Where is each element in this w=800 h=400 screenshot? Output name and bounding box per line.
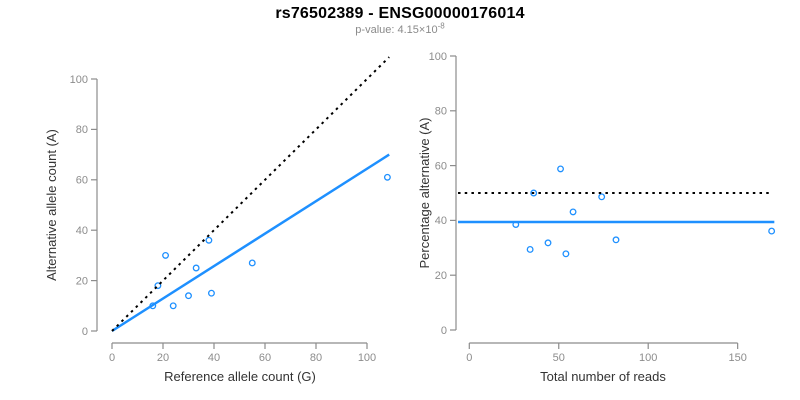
y-tick-label: 60 xyxy=(435,160,447,172)
fit-line xyxy=(111,153,390,333)
data-point xyxy=(205,236,213,244)
x-tick-label: 80 xyxy=(310,352,322,364)
pvalue-text: p-value: 4.15×10 xyxy=(355,24,438,36)
y-tick-label: 100 xyxy=(429,51,447,63)
data-point xyxy=(383,173,391,181)
y-tick-label: 40 xyxy=(435,215,447,227)
figure-title: rs76502389 - ENSG00000176014 xyxy=(275,5,525,22)
y-axis-label: Percentage alternative (A) xyxy=(417,117,432,268)
x-tick-label: 100 xyxy=(639,352,657,364)
data-point xyxy=(557,165,564,173)
data-point xyxy=(562,250,570,258)
data-point xyxy=(169,302,177,310)
panel-left: 0 20 40 60 80 100 0 20 40 60 80 100 Reference allele… xyxy=(44,56,391,384)
x-tick-label: 0 xyxy=(109,352,115,364)
data-point xyxy=(192,264,200,272)
x-tick-label: 150 xyxy=(728,352,746,364)
figure-subtitle: p-value: 4.15×10-8 xyxy=(0,21,800,36)
y-tick-label: 80 xyxy=(435,106,447,118)
y-tick-label: 20 xyxy=(76,275,88,287)
y-tick-label: 40 xyxy=(76,225,88,237)
data-point xyxy=(207,289,215,297)
y-tick-label: 100 xyxy=(70,74,88,86)
y-tick-label: 60 xyxy=(76,175,88,187)
x-axis-label: Reference allele count (G) xyxy=(164,369,316,384)
data-point xyxy=(248,259,256,267)
data-point xyxy=(768,227,776,235)
y-axis-label: Alternative allele count (A) xyxy=(44,129,59,281)
x-axis-label: Total number of reads xyxy=(540,369,666,384)
data-point xyxy=(162,251,169,259)
data-point xyxy=(530,189,538,197)
x-tick-label: 40 xyxy=(208,352,220,364)
data-point xyxy=(154,282,162,290)
data-point xyxy=(185,292,192,300)
x-tick-label: 60 xyxy=(259,352,271,364)
y-tick-label: 20 xyxy=(435,270,447,282)
data-point xyxy=(544,239,552,247)
x-tick-label: 20 xyxy=(157,352,169,364)
panel-right: 0 20 40 60 80 100 0 50 100 150 Total number of rea… xyxy=(417,51,776,384)
data-point xyxy=(612,236,620,244)
x-tick-label: 50 xyxy=(553,352,565,364)
data-point xyxy=(526,245,534,253)
y-tick-label: 0 xyxy=(441,325,447,337)
x-tick-label: 0 xyxy=(466,352,472,364)
x-tick-label: 100 xyxy=(358,352,376,364)
y-tick-label: 0 xyxy=(82,326,88,338)
identity-line xyxy=(111,56,390,332)
data-point xyxy=(569,208,577,216)
y-tick-label: 80 xyxy=(76,124,88,136)
pvalue-exponent: -8 xyxy=(437,21,445,31)
data-point xyxy=(598,193,606,201)
